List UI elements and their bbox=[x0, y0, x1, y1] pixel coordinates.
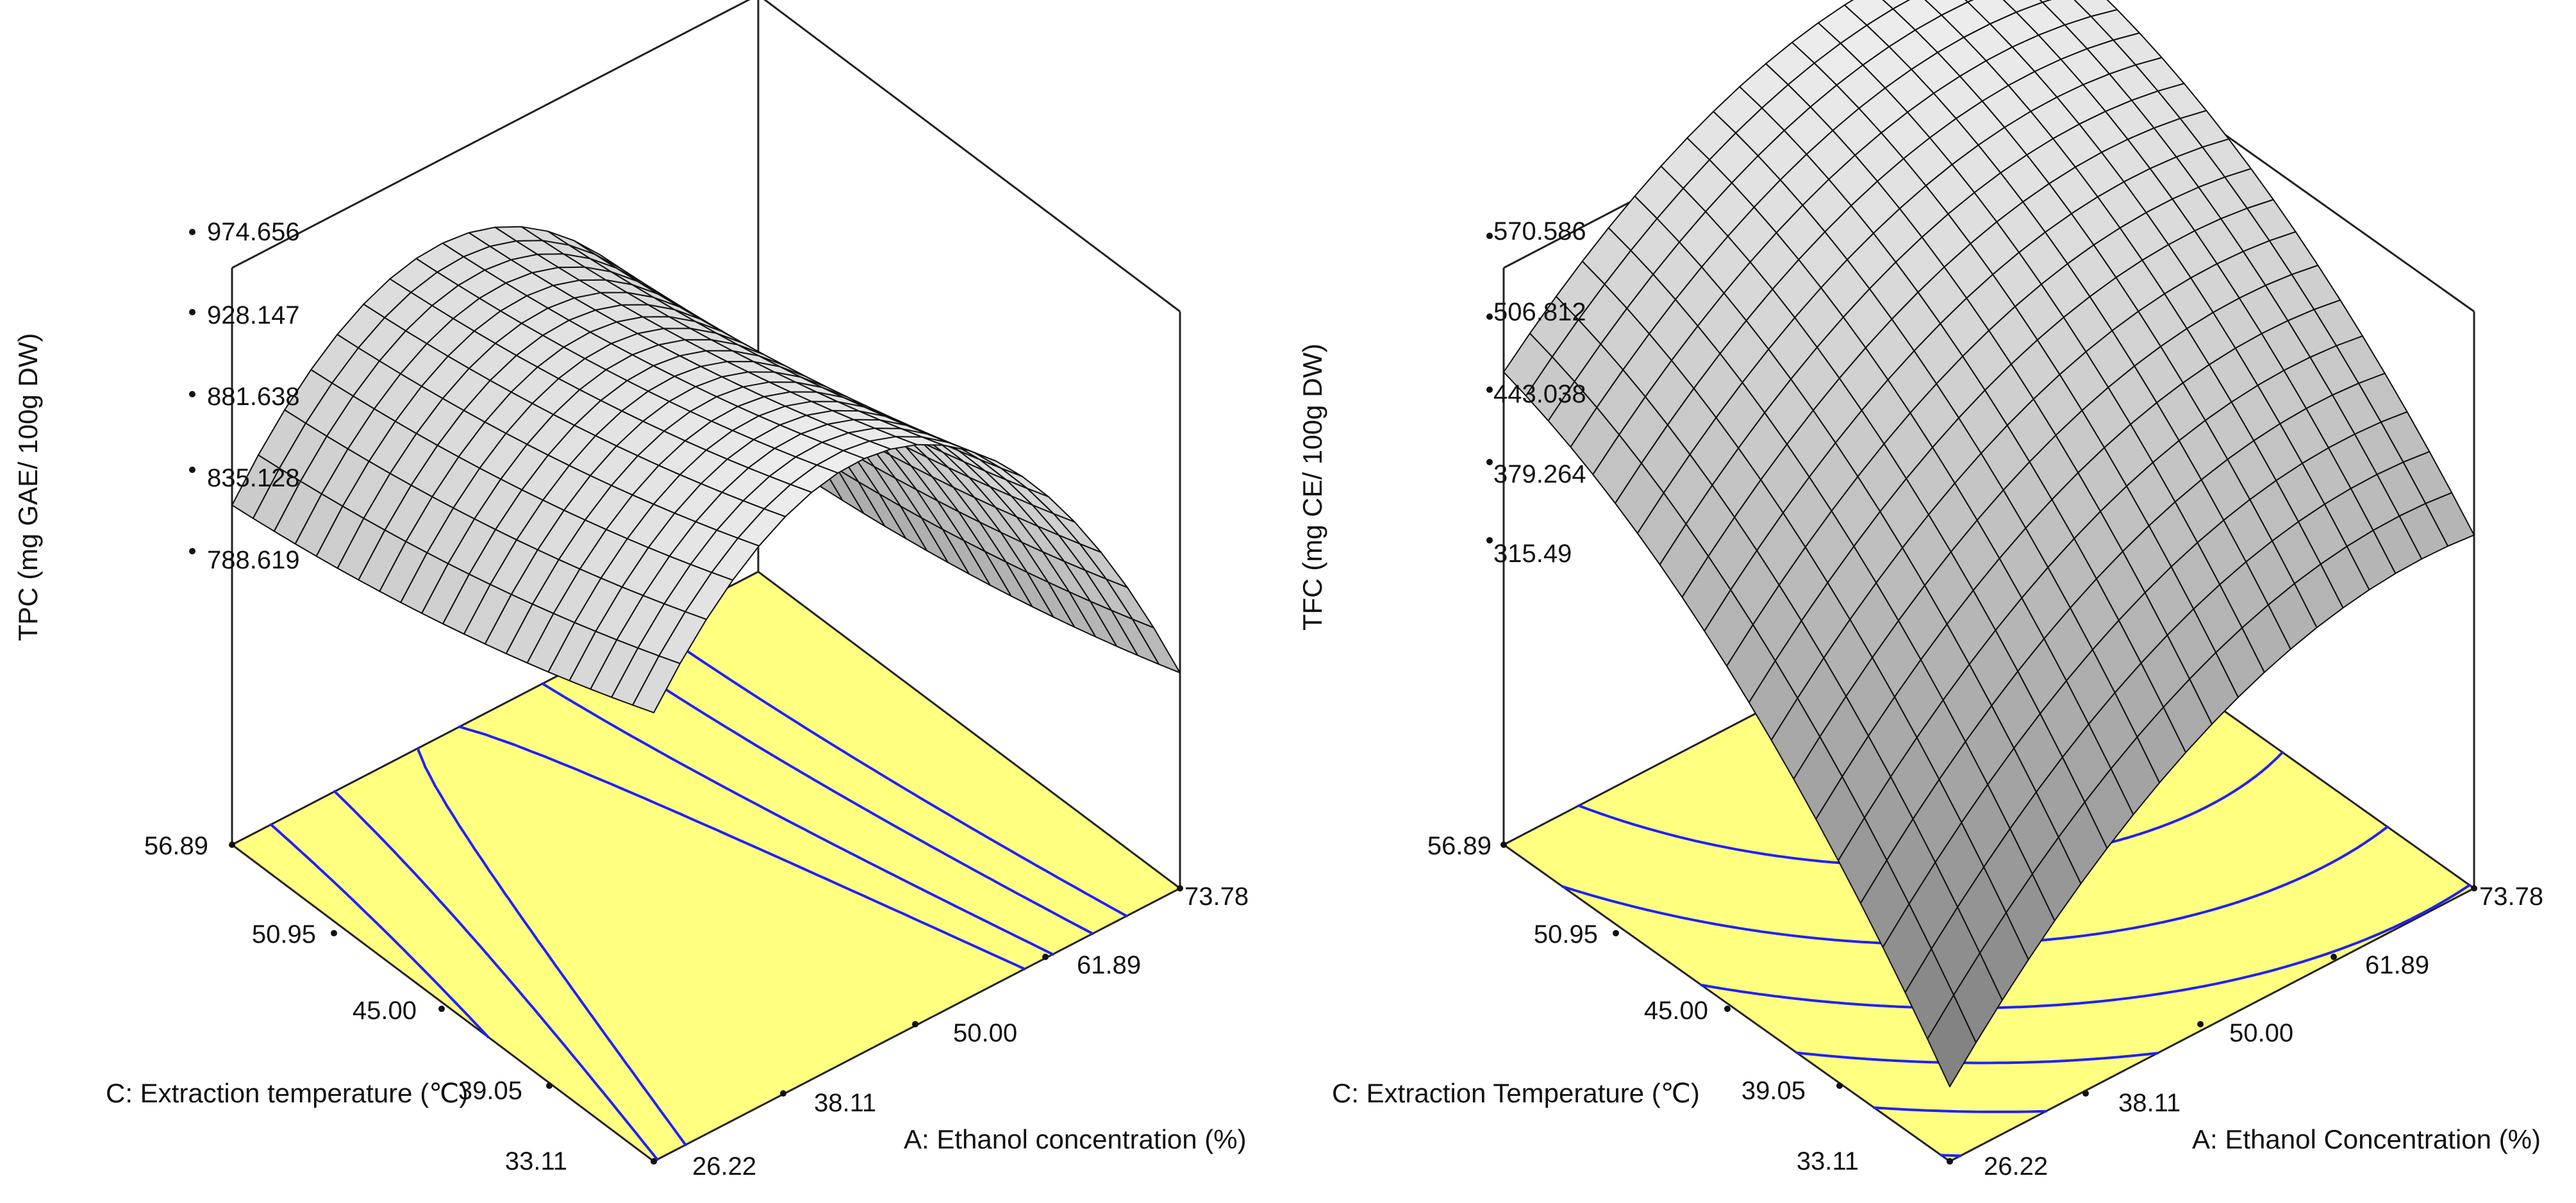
x-tick-mark bbox=[1177, 885, 1183, 892]
y-tick-label: 33.11 bbox=[1797, 1147, 1859, 1175]
x-tick-label: 26.22 bbox=[1984, 1152, 2048, 1181]
y-tick-label: 39.05 bbox=[458, 1077, 522, 1105]
x-tick-mark bbox=[651, 1158, 657, 1165]
z-tick-label: 835.128 bbox=[207, 464, 300, 492]
z-tick-mark bbox=[189, 309, 195, 315]
z-axis-label: TFC (mg CE/ 100g DW) bbox=[1297, 344, 1327, 631]
surface-cell bbox=[1927, 994, 1977, 1088]
x-axis-label: A: Ethanol Concentration (%) bbox=[2192, 1124, 2541, 1154]
x-tick-mark bbox=[2197, 1021, 2204, 1027]
y-tick-mark bbox=[229, 842, 235, 848]
z-tick-label: 506.812 bbox=[1493, 298, 1586, 326]
y-tick-label: 56.89 bbox=[144, 832, 208, 860]
contour-line-1 bbox=[1873, 1106, 2047, 1113]
y-tick-mark bbox=[1613, 930, 1619, 936]
y-tick-mark bbox=[1500, 842, 1507, 848]
y-tick-label: 50.95 bbox=[252, 920, 316, 949]
z-tick-mark bbox=[189, 391, 195, 397]
x-tick-label: 73.78 bbox=[1184, 883, 1249, 911]
y-axis-label: C: Extraction temperature (℃) bbox=[106, 1078, 468, 1108]
x-tick-mark bbox=[2331, 954, 2337, 960]
x-tick-label: 73.78 bbox=[2479, 883, 2543, 911]
z-tick-mark bbox=[1486, 313, 1493, 320]
surface-cell bbox=[1882, 0, 1911, 10]
x-tick-mark bbox=[2471, 885, 2477, 892]
z-tick-mark bbox=[189, 548, 195, 554]
contour-line-1 bbox=[269, 649, 1094, 1038]
frame-edge-top-left bbox=[231, 0, 751, 269]
y-tick-label: 50.95 bbox=[1534, 920, 1598, 949]
x-tick-label: 38.11 bbox=[814, 1089, 876, 1117]
contour-line-0 bbox=[1940, 1154, 1962, 1157]
x-tick-label: 61.89 bbox=[2365, 951, 2429, 979]
z-tick-label: 379.264 bbox=[1493, 460, 1586, 488]
y-tick-label: 45.00 bbox=[1644, 997, 1708, 1025]
surface-cell bbox=[632, 655, 681, 713]
z-tick-label: 570.586 bbox=[1493, 217, 1586, 245]
z-tick-label: 881.638 bbox=[207, 383, 300, 411]
panel-tfc: 33.11 39.05 45.00 50.95 56.89 26.22 38.11 50.00… bbox=[1297, 0, 2543, 1181]
x-tick-label: 61.89 bbox=[1077, 951, 1141, 979]
y-tick-mark bbox=[1724, 1006, 1731, 1012]
x-axis-label: A: Ethanol concentration (%) bbox=[904, 1124, 1247, 1154]
frame-edge-top-right bbox=[763, 0, 1181, 313]
y-tick-label: 56.89 bbox=[1427, 832, 1492, 860]
x-tick-label: 38.11 bbox=[2118, 1089, 2181, 1117]
floor-plane bbox=[230, 570, 1182, 1163]
x-tick-mark bbox=[1042, 954, 1049, 960]
z-tick-mark bbox=[1486, 537, 1493, 543]
contour-line-2 bbox=[333, 682, 1054, 1161]
y-tick-label: 39.05 bbox=[1741, 1077, 1806, 1105]
y-tick-mark bbox=[1836, 1083, 1843, 1089]
x-tick-mark bbox=[780, 1090, 786, 1097]
contour-line-3 bbox=[417, 726, 1026, 1147]
z-tick-mark bbox=[189, 229, 195, 235]
z-tick-mark bbox=[1486, 386, 1493, 393]
z-tick-label: 315.49 bbox=[1493, 540, 1572, 568]
y-tick-label: 45.00 bbox=[353, 997, 417, 1025]
x-tick-label: 50.00 bbox=[2229, 1019, 2293, 1047]
z-tick-label: 928.147 bbox=[207, 301, 300, 329]
z-axis-label: TPC (mg GAE/ 100g DW) bbox=[13, 333, 43, 642]
z-tick-mark bbox=[1486, 459, 1493, 465]
y-tick-mark bbox=[331, 930, 337, 936]
z-tick-label: 443.038 bbox=[1493, 380, 1586, 408]
z-tick-mark bbox=[189, 467, 195, 473]
panel-tpc: 33.11 39.05 45.00 50.95 56.89 26.22 38.11 50.00… bbox=[13, 0, 1249, 1181]
x-tick-mark bbox=[912, 1021, 918, 1027]
surface-mesh bbox=[1503, 0, 2475, 1088]
y-axis-label: C: Extraction Temperature (℃) bbox=[1332, 1078, 1700, 1108]
z-tick-label: 788.619 bbox=[207, 546, 300, 574]
surface-mesh bbox=[231, 226, 1181, 713]
y-tick-mark bbox=[438, 1006, 445, 1012]
z-tick-mark bbox=[1486, 233, 1493, 239]
y-tick-mark bbox=[546, 1083, 553, 1089]
x-tick-label: 26.22 bbox=[692, 1152, 756, 1181]
x-tick-label: 50.00 bbox=[953, 1019, 1017, 1047]
x-tick-mark bbox=[1947, 1158, 1953, 1165]
z-tick-label: 974.656 bbox=[207, 218, 300, 246]
y-tick-label: 33.11 bbox=[505, 1147, 567, 1175]
x-tick-mark bbox=[2082, 1090, 2089, 1097]
